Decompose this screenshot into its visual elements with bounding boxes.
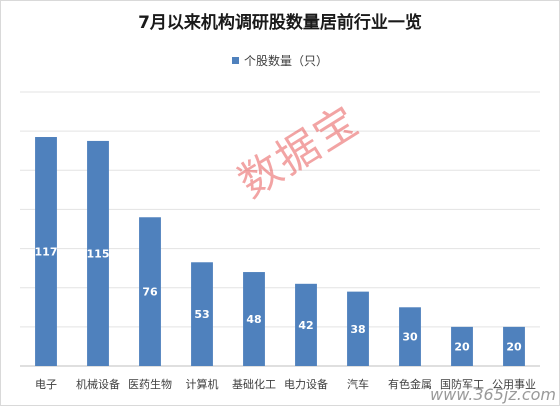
data-label: 42 [298, 319, 313, 332]
bar [243, 272, 265, 366]
bar [87, 140, 109, 366]
bar [347, 291, 369, 366]
chart-title: 7月以来机构调研股数量居前行业一览 [138, 13, 422, 33]
data-label: 76 [142, 286, 158, 299]
data-label: 30 [402, 331, 418, 344]
data-label: 115 [87, 247, 110, 260]
x-tick-label: 国防军工 [440, 377, 484, 391]
bar [399, 307, 421, 366]
chart-legend: 个股数量（只） [0, 52, 560, 69]
x-tick-label: 有色金属 [388, 377, 432, 391]
bar [295, 283, 317, 366]
data-label: 20 [506, 340, 522, 353]
bar [139, 217, 161, 366]
x-tick-label: 汽车 [347, 377, 369, 391]
data-label: 20 [454, 340, 470, 353]
bar [451, 326, 473, 366]
x-tick-label: 计算机 [186, 377, 219, 391]
data-label: 38 [350, 323, 365, 336]
x-tick-label: 公用事业 [492, 378, 536, 391]
x-tick-label: 医药生物 [128, 377, 172, 391]
legend-swatch [231, 57, 239, 64]
x-tick-label: 基础化工 [232, 377, 276, 391]
bar [503, 326, 525, 366]
legend-label: 个股数量（只） [243, 54, 328, 68]
data-label: 53 [194, 308, 209, 321]
x-tick-label: 机械设备 [76, 377, 120, 391]
bar [35, 137, 57, 366]
x-tick-label: 电力设备 [284, 377, 328, 391]
data-label: 48 [246, 313, 261, 326]
data-label: 117 [35, 246, 58, 259]
site-watermark: www.365jz.com [430, 385, 556, 404]
bar [191, 262, 213, 366]
x-tick-label: 电子 [35, 378, 57, 391]
